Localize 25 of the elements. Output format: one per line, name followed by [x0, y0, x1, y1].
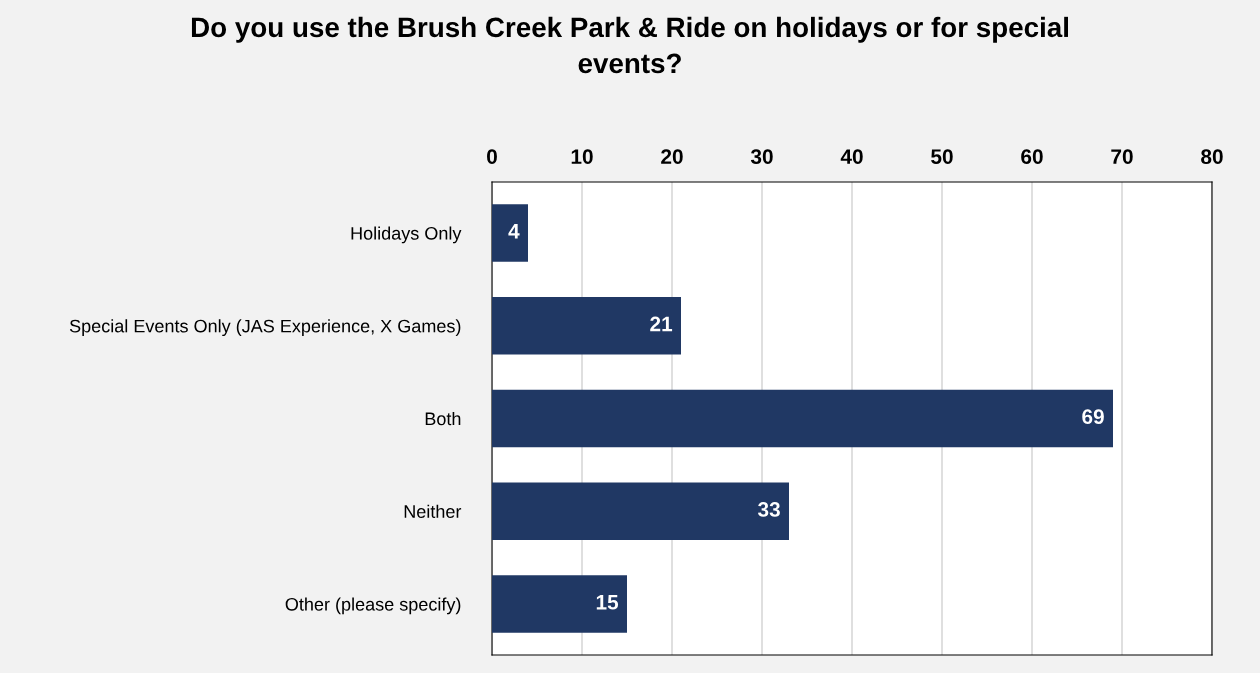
x-tick-label: 40	[840, 149, 863, 164]
data-label: 15	[596, 595, 619, 610]
x-tick-label: 10	[571, 149, 593, 164]
y-tick-label: Neither	[404, 504, 462, 518]
x-tick-label: 70	[1111, 149, 1133, 164]
bar	[492, 389, 1113, 448]
x-tick-label: 50	[931, 149, 953, 164]
y-tick-label: Special Events Only (JAS Experience, X Games)	[69, 319, 461, 337]
data-label: 69	[1082, 409, 1104, 425]
chart-title: Do you use the Brush Creek Park & Ride on holidays or for special events?	[191, 16, 1068, 74]
x-tick-label: 60	[1021, 149, 1043, 164]
x-tick-label: 30	[750, 149, 773, 165]
x-tick-label: 20	[661, 149, 683, 164]
data-label: 33	[757, 502, 780, 517]
y-tick-label: Other (please specify)	[285, 597, 461, 615]
x-tick-label: 80	[1201, 149, 1223, 164]
y-tick-label: Both	[425, 411, 461, 426]
y-tick-label: Holidays Only	[351, 226, 462, 244]
data-label: 21	[650, 316, 673, 332]
data-label: 4	[508, 224, 520, 239]
bar	[492, 575, 627, 633]
x-tick-label: 0	[487, 149, 497, 164]
bar	[492, 482, 789, 540]
bar	[492, 204, 528, 262]
bar	[492, 297, 681, 355]
